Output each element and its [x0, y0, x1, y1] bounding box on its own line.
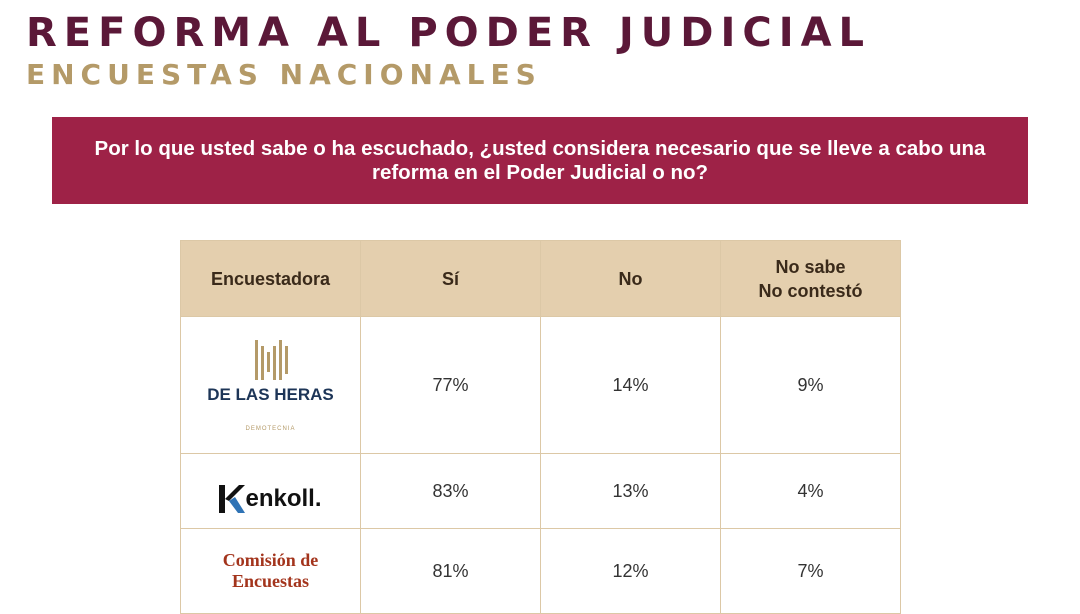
- cell: 9%: [720, 316, 901, 454]
- pollster-name: DE LAS HERAS: [207, 385, 334, 404]
- pollster-name: Comisión de Encuestas: [222, 550, 319, 591]
- cell: 83%: [360, 453, 541, 529]
- pollster-tagline: DEMOTECNIA: [245, 426, 296, 432]
- delasheras-icon: [254, 340, 288, 380]
- enkoll-icon: [219, 485, 246, 513]
- row: Comisión de Encuestas 81% 12% 7%: [180, 528, 901, 614]
- question-banner: Por lo que usted sabe o ha escuchado, ¿u…: [52, 117, 1028, 204]
- header-cell: Encuestadora: [180, 240, 361, 317]
- header-cell: No sabe No contestó: [720, 240, 901, 317]
- cell: 4%: [720, 453, 901, 529]
- enkoll-logo: enkoll.: [219, 485, 322, 513]
- cell: 13%: [540, 453, 721, 529]
- cell: 12%: [540, 528, 721, 614]
- header-cell: No: [540, 240, 721, 317]
- cell: 81%: [360, 528, 541, 614]
- title: REFORMA AL PODER JUDICIAL: [26, 10, 872, 56]
- header-row: Encuestadora Sí No No sabe No contestó: [180, 240, 901, 317]
- pollster-cell: Comisión de Encuestas: [180, 528, 361, 614]
- subtitle: ENCUESTAS NACIONALES: [26, 58, 542, 91]
- row: DE LAS HERAS DEMOTECNIA 77% 14% 9%: [180, 316, 901, 454]
- results-table: Encuestadora Sí No No sabe No contestó D…: [180, 240, 901, 614]
- cell: 77%: [360, 316, 541, 454]
- pollster-name: enkoll.: [245, 485, 322, 512]
- pollster-cell: DE LAS HERAS DEMOTECNIA: [180, 316, 361, 454]
- row: enkoll. 83% 13% 4%: [180, 453, 901, 529]
- question: Por lo que usted sabe o ha escuchado, ¿u…: [94, 136, 986, 184]
- pollster-cell: enkoll.: [180, 453, 361, 529]
- cell: 14%: [540, 316, 721, 454]
- header-cell: Sí: [360, 240, 541, 317]
- cell: 7%: [720, 528, 901, 614]
